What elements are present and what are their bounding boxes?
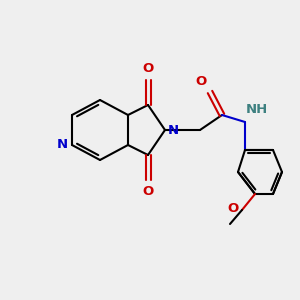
Text: O: O (142, 62, 154, 75)
Text: O: O (142, 185, 154, 198)
Text: NH: NH (246, 103, 268, 116)
Text: N: N (168, 124, 179, 136)
Text: O: O (196, 75, 207, 88)
Text: O: O (228, 202, 239, 214)
Text: N: N (57, 139, 68, 152)
